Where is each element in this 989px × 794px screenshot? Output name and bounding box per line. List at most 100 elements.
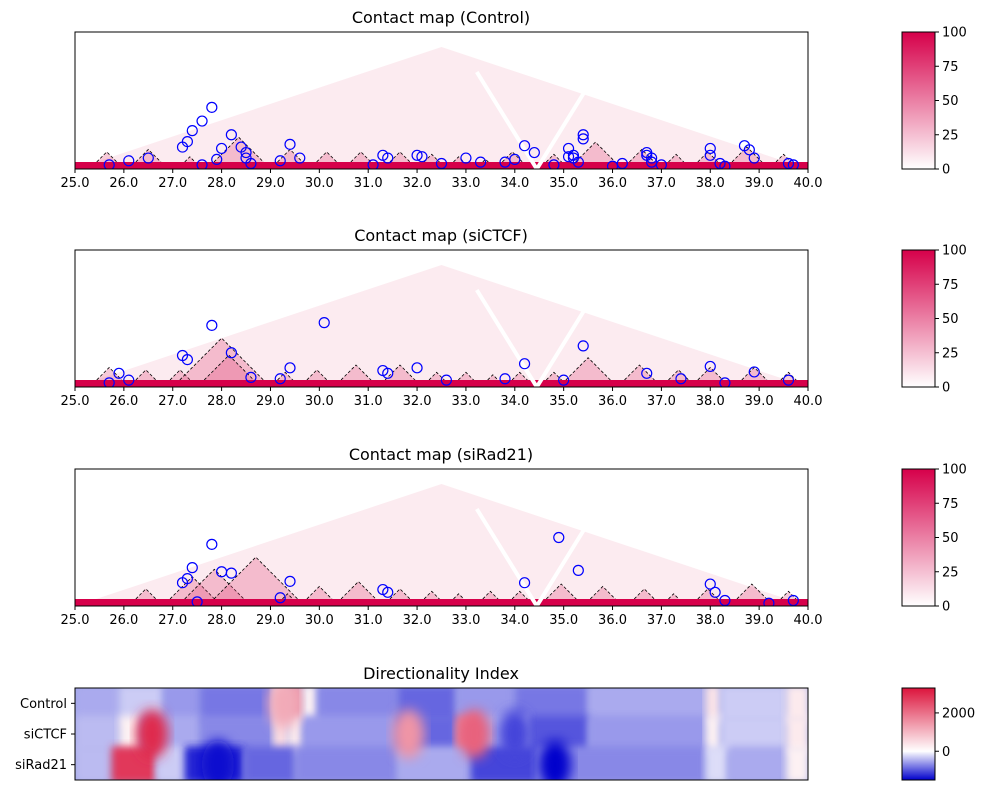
x-tick-label: 35.0: [549, 176, 578, 191]
loop-call: [245, 371, 257, 384]
map-area: [75, 47, 808, 169]
tad-boundary-12: [538, 583, 584, 606]
loop-call: [440, 374, 452, 386]
x-tick-label: 32.0: [403, 176, 432, 191]
loop-call: [186, 562, 198, 574]
background-contacts: [75, 265, 808, 387]
x-tick-label: 28.0: [207, 394, 236, 409]
colorbar: 0 25 50 75 100: [901, 26, 967, 178]
di-segment: [75, 715, 120, 753]
mapping-gap: [475, 507, 599, 606]
loop-call: [367, 159, 379, 169]
contact-map-sirad21: Contact map (siRad21) 25.0 26.0 27.0 28.0 29…: [61, 445, 967, 628]
loop-call: [558, 374, 570, 386]
loop-call: [181, 572, 193, 585]
di-segment: [705, 746, 729, 780]
di-blob: [498, 709, 531, 759]
x-tick-label: 34.0: [500, 176, 529, 191]
loop-call: [225, 567, 237, 579]
x-tick-label: 33.0: [451, 176, 480, 191]
colorbar-tick-label: 0: [942, 745, 950, 760]
colorbar-tick-label: 50: [942, 94, 959, 109]
loop-call: [719, 160, 731, 169]
colorbar-tick-label: 0: [942, 163, 950, 178]
contact-map-control: Contact map (Control) 25.0 26.0 27.0 28.0 29…: [61, 8, 967, 191]
loop-call: [181, 136, 193, 148]
axes-frame: [74, 31, 809, 170]
loop-call: [274, 592, 286, 604]
contact-map-sictcf: Contact map (siCTCF) 25.0 26.0 27.0 28.0 29.…: [61, 226, 967, 409]
x-tick-label: 29.0: [256, 394, 285, 409]
loop-call: [518, 577, 531, 589]
x-tick-label: 39.0: [745, 394, 774, 409]
loop-call: [181, 354, 193, 366]
x-tick-label: 37.0: [647, 394, 676, 409]
x-tick-label: 29.0: [256, 613, 285, 628]
di-segment: [727, 746, 788, 780]
row-label: siCTCF: [24, 728, 67, 743]
loop-call: [474, 156, 487, 168]
colorbar-tick-label: 75: [942, 278, 959, 293]
loop-call: [225, 347, 237, 359]
x-tick-label: 27.0: [158, 394, 187, 409]
map-area: [75, 265, 808, 387]
colorbar-tick-label: 100: [942, 244, 967, 259]
di-blob: [392, 709, 425, 759]
di-blob: [458, 709, 491, 759]
loop-call: [460, 152, 472, 164]
x-tick-label: 39.0: [745, 613, 774, 628]
panel-title: Contact map (siCTCF): [354, 226, 528, 245]
loop-call: [206, 101, 218, 113]
x-tick-label: 25.0: [61, 613, 90, 628]
x-tick-label: 25.0: [61, 176, 90, 191]
di-segment: [294, 746, 399, 780]
di-segment: [786, 746, 808, 780]
colorbar-tick-label: 50: [942, 312, 959, 327]
colorbar: 0 25 50 75 100: [901, 463, 967, 615]
loop-call: [411, 149, 423, 161]
colorbar-scale: [901, 31, 936, 170]
loop-call: [225, 129, 237, 141]
loop-call: [142, 152, 154, 164]
loop-call: [103, 377, 115, 387]
colorbar-scale: [901, 468, 936, 607]
x-tick-label: 38.0: [696, 176, 725, 191]
loop-call: [196, 159, 208, 169]
directionality-index: Directionality Index Control siCTCF siRad2…: [15, 664, 975, 781]
x-tick-label: 26.0: [109, 394, 138, 409]
loop-call: [240, 146, 252, 159]
loop-call: [191, 596, 203, 606]
x-tick-label: 33.0: [451, 613, 480, 628]
tad-boundary-14: [558, 357, 618, 387]
mapping-gap: [475, 70, 599, 169]
loop-call: [748, 366, 760, 378]
loop-call: [548, 159, 560, 169]
x-tick-label: 40.0: [794, 613, 823, 628]
x-tick-label: 39.0: [745, 176, 774, 191]
di-segment: [302, 688, 318, 722]
loop-call: [382, 586, 394, 598]
x-tick-label: 26.0: [109, 613, 138, 628]
loop-call: [499, 373, 511, 385]
loop-call: [123, 155, 135, 167]
loop-call: [294, 152, 306, 164]
loop-call: [719, 377, 731, 387]
loop-call: [655, 159, 667, 169]
loop-call: [763, 597, 775, 606]
diagonal-band: [75, 599, 808, 606]
colorbar-scale: [901, 687, 936, 781]
colorbar-tick-label: 50: [942, 531, 959, 546]
x-tick-label: 32.0: [403, 613, 432, 628]
loop-call: [709, 586, 721, 598]
loop-call: [206, 538, 218, 550]
loop-call: [416, 151, 428, 163]
x-tick-label: 26.0: [109, 176, 138, 191]
loop-call: [704, 149, 716, 161]
loop-call: [646, 152, 658, 164]
row-labels: Control siCTCF siRad21: [15, 697, 75, 773]
loop-call: [284, 138, 296, 150]
colorbar-scale: [901, 249, 936, 388]
di-segment: [243, 746, 296, 780]
loop-call: [577, 340, 589, 352]
